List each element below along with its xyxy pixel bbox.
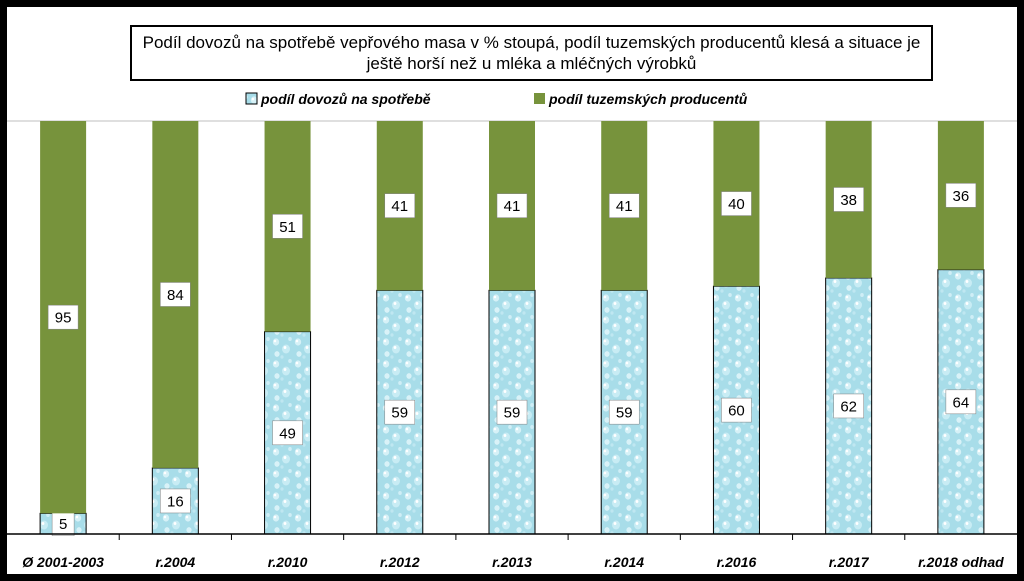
data-label-box: [608, 193, 640, 218]
data-label-box: [833, 187, 864, 212]
x-tick-label: r.2013: [492, 554, 532, 570]
data-label-box: [272, 420, 303, 446]
legend-swatch-domestic: [534, 93, 545, 104]
data-label-box: [272, 214, 303, 239]
chart-legend: podíl dovozů na spotřebě podíl tuzemských…: [245, 91, 748, 107]
data-label-box: [160, 282, 191, 307]
data-label-box: [608, 399, 640, 425]
legend-label-import: podíl dovozů na spotřebě: [260, 91, 431, 107]
x-tick-label: r.2014: [604, 554, 644, 570]
legend-swatch-import: [245, 92, 258, 105]
data-label: 62: [840, 398, 857, 415]
data-label-box: [496, 399, 528, 425]
data-label: 51: [279, 219, 296, 236]
x-axis: Ø 2001-2003 r.2004 r.2010 r.2012 r.2013 r.201…: [7, 533, 1017, 570]
data-label: 41: [391, 198, 408, 215]
data-label: 41: [504, 198, 521, 215]
data-label-box: [384, 399, 416, 425]
data-label: 36: [953, 188, 970, 205]
x-tick-label: r.2012: [380, 554, 420, 570]
x-tick-label: r.2017: [829, 554, 870, 570]
x-tick-label: r.2010: [268, 554, 308, 570]
x-tick-label: Ø 2001-2003: [22, 554, 104, 570]
data-label: 59: [504, 405, 521, 422]
data-label: 95: [55, 310, 72, 327]
data-label: 59: [616, 405, 633, 422]
data-label-box: [833, 393, 864, 419]
data-label: 38: [840, 192, 857, 209]
x-tick-label: r.2004: [155, 554, 195, 570]
data-label-box: [384, 193, 416, 218]
data-label: 41: [616, 198, 633, 215]
x-tick-label: r.2016: [717, 554, 757, 570]
x-tick-label: r.2018 odhad: [918, 554, 1004, 570]
data-label: 84: [167, 287, 184, 304]
data-label: 49: [279, 425, 296, 442]
data-label-box: [496, 193, 528, 218]
chart-title-box: Podíl dovozů na spotřebě vepřového masa …: [130, 25, 933, 81]
data-label: 5: [59, 516, 67, 533]
data-label-box: [160, 488, 191, 514]
chart-frame: Podíl dovozů na spotřebě vepřového masa …: [7, 7, 1017, 574]
chart-title: Podíl dovozů na spotřebě vepřového masa …: [142, 33, 921, 73]
legend-label-domestic: podíl tuzemských producentů: [548, 91, 748, 107]
data-label: 60: [728, 403, 745, 420]
data-label: 59: [391, 405, 408, 422]
data-label: 64: [953, 394, 970, 411]
plot-area: 5 95 16 84 49 51 59 41 59 41 59 41 60 40 62 38 64 36: [7, 120, 1017, 536]
data-label-box: [945, 389, 977, 415]
chart-svg: podíl dovozů na spotřebě podíl tuzemských…: [7, 91, 1017, 570]
data-label-box: [721, 397, 752, 423]
data-label-box: [945, 183, 977, 208]
data-label: 40: [728, 196, 745, 213]
data-label: 16: [167, 493, 184, 510]
data-label-box: [47, 304, 79, 330]
data-label-box: [721, 191, 752, 216]
